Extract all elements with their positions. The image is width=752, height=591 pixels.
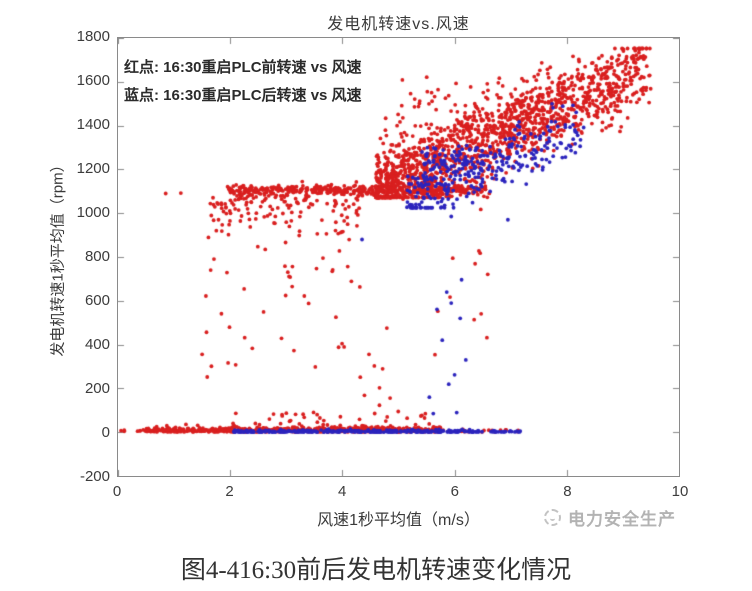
- y-tick-label: 1000: [76, 204, 110, 221]
- x-tick-label: 0: [112, 483, 122, 500]
- x-tick-label: 4: [338, 483, 347, 500]
- y-tick-label: 800: [84, 248, 110, 265]
- watermark: 电力安全生产: [544, 505, 676, 530]
- x-tick-label: 10: [671, 483, 689, 500]
- plot-area: [117, 37, 680, 477]
- publisher-logo-icon: [544, 509, 561, 526]
- y-axis-title: 发电机转速1秒平均值（rpm）: [49, 157, 67, 357]
- chart-title: 发电机转速vs.风速: [327, 16, 470, 33]
- y-tick-label: 0: [101, 424, 110, 441]
- y-tick-label: 600: [84, 292, 110, 309]
- x-tick-label: 6: [450, 483, 459, 500]
- legend-annotation-red: 红点: 16:30重启PLC前转速 vs 风速: [124, 59, 362, 76]
- y-tick-label: -200: [79, 468, 110, 485]
- y-tick-label: 400: [84, 336, 110, 353]
- x-axis-title: 风速1秒平均值（m/s）: [317, 512, 480, 529]
- y-tick-label: 200: [84, 380, 110, 397]
- x-tick-label: 8: [563, 483, 572, 500]
- y-tick-label: 1200: [76, 160, 110, 177]
- scatter-canvas: [118, 38, 679, 476]
- legend-annotation-blue: 蓝点: 16:30重启PLC后转速 vs 风速: [124, 87, 362, 104]
- watermark-text: 电力安全生产: [568, 510, 676, 529]
- figure-caption: 图4-416:30前后发电机转速变化情况: [180, 557, 572, 584]
- y-tick-label: 1600: [76, 72, 110, 89]
- y-tick-label: 1800: [76, 28, 110, 45]
- y-tick-label: 1400: [76, 116, 110, 133]
- x-tick-label: 2: [225, 483, 234, 500]
